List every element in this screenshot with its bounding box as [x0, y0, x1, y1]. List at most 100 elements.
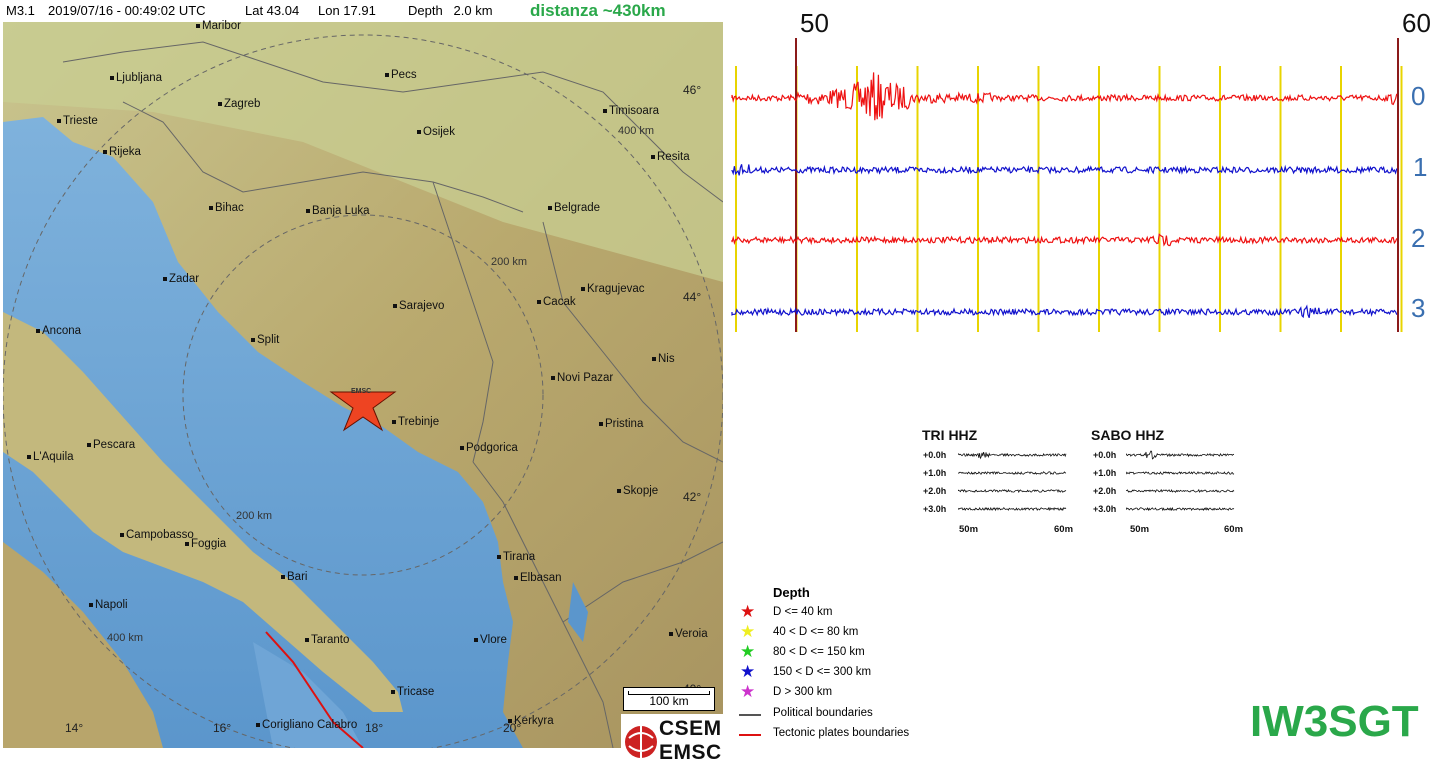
mini-trace — [958, 506, 1067, 512]
city-vlore: Vlore — [474, 634, 507, 646]
legend-title: Depth — [773, 585, 810, 600]
city-foggia: Foggia — [185, 538, 226, 550]
map-background — [3, 22, 723, 748]
city-pristina: Pristina — [599, 418, 643, 430]
mini-plot-sabo: SABO HHZ +0.0h +1.0h +2.0h +3.0h 50m 60m — [1090, 425, 1250, 540]
city-timisoara: Timisoara — [603, 105, 659, 117]
mini-row-label: +0.0h — [1093, 450, 1117, 460]
mini-row-label: +1.0h — [1093, 468, 1117, 478]
ring-label-200km-sw: 200 km — [236, 510, 273, 522]
city-osijek: Osijek — [417, 126, 455, 138]
city-cacak: Cacak — [537, 296, 576, 308]
city-rijeka: Rijeka — [103, 146, 141, 158]
city-ancona: Ancona — [36, 325, 81, 337]
legend-item-label: D <= 40 km — [773, 606, 833, 618]
city-trebinje: Trebinje — [392, 416, 439, 428]
city-nis: Nis — [652, 353, 675, 365]
mini-trace — [1126, 506, 1235, 512]
city-zagreb: Zagreb — [218, 98, 260, 110]
globe-icon — [625, 726, 657, 758]
mini-row-label: +2.0h — [1093, 486, 1117, 496]
mini-row-label: +1.0h — [923, 468, 947, 478]
city-bihac: Bihac — [209, 202, 244, 214]
city-resita: Resita — [651, 151, 690, 163]
legend-item-label: 80 < D <= 150 km — [773, 646, 865, 658]
line-icon — [739, 734, 761, 736]
mini-row-label: +3.0h — [1093, 504, 1117, 514]
city-split: Split — [251, 334, 279, 346]
trace-channel-3 — [731, 304, 1398, 319]
city-bari: Bari — [281, 571, 307, 583]
city-belgrade: Belgrade — [548, 202, 600, 214]
legend-item-label: 150 < D <= 300 km — [773, 666, 872, 678]
channel-label-2: 2 — [1411, 223, 1426, 253]
mini-plot-title: SABO HHZ — [1091, 427, 1165, 443]
logo-emsc: EMSC — [659, 741, 722, 764]
city-skopje: Skopje — [617, 485, 658, 497]
trace-channel-1 — [731, 164, 1398, 176]
mini-trace — [1126, 450, 1235, 460]
city-kerkyra: Kerkyra — [508, 715, 554, 727]
mini-trace — [1126, 488, 1235, 493]
legend-item-label: D > 300 km — [773, 686, 833, 698]
ring-label-200km-ne: 200 km — [491, 256, 528, 268]
lon-tick-14: 14° — [65, 721, 84, 735]
time-mark-50: 50 — [800, 8, 829, 38]
mini-row-label: +0.0h — [923, 450, 947, 460]
city-trieste: Trieste — [57, 115, 98, 127]
csem-emsc-logo: CSEM EMSC — [621, 714, 723, 770]
city-taranto: Taranto — [305, 634, 349, 646]
mini-x-label: 60m — [1224, 524, 1244, 535]
station-callsign: IW3SGT — [1250, 697, 1419, 746]
city-zadar: Zadar — [163, 273, 199, 285]
mini-trace — [958, 489, 1067, 494]
lat-tick-42: 42° — [683, 490, 702, 504]
map-legend: Depth ★ D <= 40 km ★ 40 < D <= 80 km ★ 8… — [735, 583, 965, 748]
mini-x-label: 50m — [1130, 524, 1150, 535]
star-icon: ★ — [740, 622, 756, 641]
city-kragujevac: Kragujevac — [581, 283, 645, 295]
city-corigliano: Corigliano Calabro — [256, 719, 357, 731]
city-banja-luka: Banja Luka — [306, 205, 370, 217]
channel-label-0: 0 — [1411, 81, 1426, 111]
lon-tick-16: 16° — [213, 721, 232, 735]
star-icon: ★ — [740, 662, 756, 681]
logo-csem: CSEM — [659, 717, 722, 740]
mini-x-label: 50m — [959, 524, 979, 535]
lat-tick-44: 44° — [683, 290, 702, 304]
trace-channel-0 — [731, 72, 1398, 121]
line-icon — [739, 714, 761, 716]
seismogram-panel: 50 60 0 1 2 3 — [730, 0, 1445, 340]
mini-trace — [1126, 471, 1235, 475]
ring-label-400km-ne: 400 km — [618, 125, 655, 137]
city-maribor: Maribor — [196, 20, 241, 32]
city-pecs: Pecs — [385, 69, 417, 81]
trace-channel-2 — [731, 233, 1398, 247]
mini-plot-title: TRI HHZ — [922, 427, 978, 443]
city-pescara: Pescara — [87, 439, 135, 451]
scale-bar-label: 100 km — [649, 694, 689, 708]
magnitude: M3.1 — [6, 3, 35, 18]
mini-row-label: +2.0h — [923, 486, 947, 496]
channel-label-3: 3 — [1411, 293, 1426, 323]
city-tirana: Tirana — [497, 551, 535, 563]
event-header: M3.1 2019/07/16 - 00:49:02 UTC Lat 43.04… — [0, 0, 730, 22]
star-icon: ★ — [740, 642, 756, 661]
city-novi-pazar: Novi Pazar — [551, 372, 613, 384]
city-elbasan: Elbasan — [514, 572, 562, 584]
seismogram-traces — [731, 38, 1403, 332]
legend-item-label: Political boundaries — [773, 707, 873, 719]
city-sarajevo: Sarajevo — [393, 300, 444, 312]
mini-trace — [958, 471, 1067, 475]
star-icon: ★ — [740, 602, 756, 621]
city-ljubljana: Ljubljana — [110, 72, 162, 84]
city-podgorica: Podgorica — [460, 442, 518, 454]
city-laquila: L'Aquila — [27, 451, 74, 463]
legend-item-label: Tectonic plates boundaries — [773, 727, 910, 739]
time-mark-60: 60 — [1402, 8, 1431, 38]
city-napoli: Napoli — [89, 599, 128, 611]
mini-plot-traces — [1126, 450, 1235, 512]
distance-label: distanza ~430km — [530, 1, 666, 20]
epicenter-label: EMSC — [351, 388, 372, 395]
scale-bar: 100 km — [623, 687, 715, 711]
